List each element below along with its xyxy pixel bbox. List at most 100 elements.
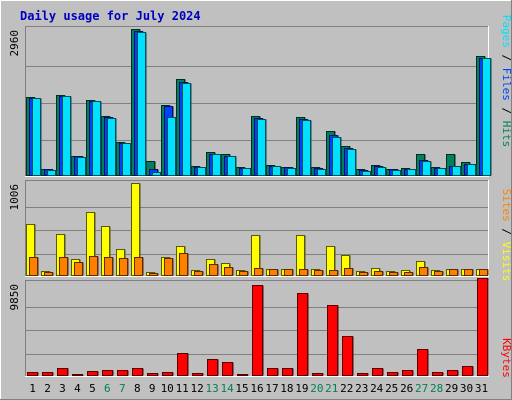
bar-pages bbox=[62, 96, 71, 176]
day-label: 26 bbox=[400, 382, 413, 395]
bar-pages bbox=[107, 118, 116, 176]
bar-sites bbox=[449, 269, 458, 276]
bar-pages bbox=[122, 143, 131, 176]
bar-sites bbox=[434, 271, 443, 276]
bar-pages bbox=[272, 166, 281, 176]
bar-kbytes bbox=[282, 368, 293, 376]
bar-sites bbox=[179, 253, 188, 276]
day-label: 7 bbox=[119, 382, 126, 395]
day-label: 2 bbox=[44, 382, 51, 395]
bar-pages bbox=[317, 169, 326, 176]
bar-kbytes bbox=[297, 293, 308, 376]
day-label: 29 bbox=[445, 382, 458, 395]
day-label: 1 bbox=[29, 382, 36, 395]
bar-sites bbox=[404, 272, 413, 276]
bar-pages bbox=[467, 164, 476, 176]
bar-pages bbox=[437, 168, 446, 176]
day-label: 5 bbox=[89, 382, 96, 395]
bar-sites bbox=[419, 267, 428, 276]
bar-kbytes bbox=[447, 370, 458, 376]
bar-kbytes bbox=[42, 372, 53, 376]
day-label: 6 bbox=[104, 382, 111, 395]
legend-hits-files-pages-part: Hits bbox=[500, 121, 512, 148]
bar-sites bbox=[389, 272, 398, 276]
legend-hits-files-pages-part: / bbox=[500, 48, 512, 68]
day-label: 19 bbox=[295, 382, 308, 395]
bar-sites bbox=[359, 272, 368, 276]
day-label: 13 bbox=[205, 382, 218, 395]
max-label-hits: 2960 bbox=[8, 30, 21, 57]
bar-pages bbox=[392, 170, 401, 176]
bar-pages bbox=[407, 169, 416, 176]
bar-pages bbox=[47, 170, 56, 176]
day-label: 11 bbox=[176, 382, 189, 395]
day-label: 21 bbox=[325, 382, 338, 395]
bar-sites bbox=[374, 271, 383, 276]
bar-kbytes bbox=[342, 336, 353, 376]
bar-pages bbox=[197, 167, 206, 176]
legend-hits-files-pages: Pages / Files / Hits bbox=[500, 15, 512, 148]
bar-kbytes bbox=[192, 373, 203, 376]
bar-sites bbox=[299, 269, 308, 276]
bar-kbytes bbox=[387, 372, 398, 376]
day-label: 22 bbox=[340, 382, 353, 395]
bar-sites bbox=[464, 269, 473, 276]
bar-sites bbox=[89, 256, 98, 276]
bar-pages bbox=[257, 119, 266, 176]
bar-kbytes bbox=[87, 371, 98, 376]
day-label: 20 bbox=[310, 382, 323, 395]
bar-pages bbox=[92, 101, 101, 176]
bar-kbytes bbox=[312, 373, 323, 376]
bar-kbytes bbox=[162, 372, 173, 376]
bar-sites bbox=[329, 270, 338, 276]
bar-sites bbox=[59, 257, 68, 276]
bar-pages bbox=[152, 172, 161, 176]
bar-kbytes bbox=[222, 362, 233, 376]
bar-pages bbox=[32, 98, 41, 176]
legend-sites-visits-part: Sites bbox=[500, 189, 512, 222]
legend-hits-files-pages-part: / bbox=[500, 101, 512, 121]
day-label: 3 bbox=[59, 382, 66, 395]
bar-kbytes bbox=[177, 353, 188, 376]
day-label: 15 bbox=[235, 382, 248, 395]
day-label: 10 bbox=[161, 382, 174, 395]
bar-sites bbox=[254, 268, 263, 276]
day-label: 9 bbox=[149, 382, 156, 395]
bar-sites bbox=[479, 269, 488, 276]
bar-sites bbox=[314, 270, 323, 276]
bar-pages bbox=[452, 166, 461, 176]
bar-kbytes bbox=[432, 372, 443, 376]
bar-sites bbox=[344, 268, 353, 276]
day-label: 28 bbox=[430, 382, 443, 395]
chart-title: Daily usage for July 2024 bbox=[20, 9, 201, 23]
bar-pages bbox=[302, 120, 311, 176]
bar-kbytes bbox=[147, 373, 158, 376]
day-label: 12 bbox=[190, 382, 203, 395]
bar-kbytes bbox=[27, 372, 38, 376]
day-label: 14 bbox=[220, 382, 234, 395]
bar-pages bbox=[137, 32, 146, 176]
bar-kbytes bbox=[72, 374, 83, 376]
bar-pages bbox=[287, 168, 296, 176]
bar-sites bbox=[164, 258, 173, 276]
bar-kbytes bbox=[117, 370, 128, 376]
bar-kbytes bbox=[132, 368, 143, 376]
legend-sites-visits: Sites / Visits bbox=[500, 189, 512, 282]
bar-kbytes bbox=[327, 305, 338, 376]
bar-sites bbox=[29, 257, 38, 276]
bar-kbytes bbox=[357, 373, 368, 376]
day-label: 16 bbox=[250, 382, 263, 395]
bar-sites bbox=[119, 258, 128, 276]
max-label-visits: 1006 bbox=[8, 184, 21, 211]
bar-pages bbox=[242, 168, 251, 176]
bar-pages bbox=[182, 83, 191, 176]
bar-pages bbox=[377, 167, 386, 176]
bar-kbytes bbox=[102, 370, 113, 376]
legend-hits-files-pages-part: Files bbox=[500, 68, 512, 101]
bar-sites bbox=[224, 267, 233, 276]
bar-sites bbox=[74, 262, 83, 276]
bar-sites bbox=[284, 269, 293, 276]
day-label: 18 bbox=[280, 382, 293, 395]
bar-kbytes bbox=[237, 374, 248, 376]
bar-sites bbox=[149, 273, 158, 276]
